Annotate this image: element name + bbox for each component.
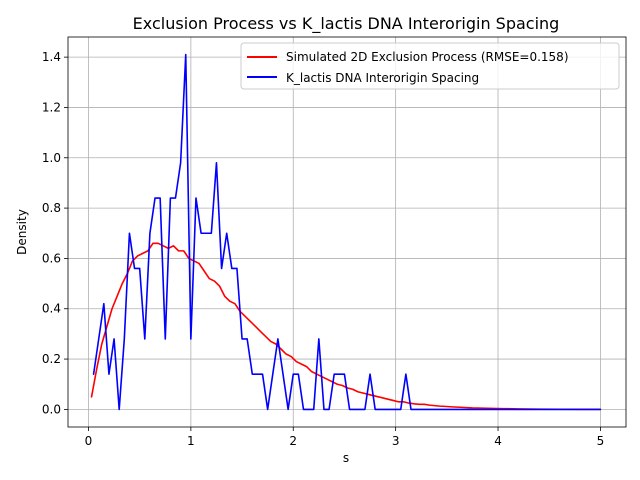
y-tick-label: 0.6 — [42, 251, 61, 265]
y-tick-label: 0.2 — [42, 352, 61, 366]
y-tick-label: 0.4 — [42, 302, 61, 316]
legend-label-simulated: Simulated 2D Exclusion Process (RMSE=0.1… — [286, 50, 569, 64]
series-line-k-lactis — [92, 53, 602, 411]
x-tick-label: 1 — [187, 434, 195, 448]
y-tick-label: 1.2 — [42, 100, 61, 114]
y-axis-label: Density — [15, 209, 29, 255]
y-tick-label: 0.8 — [42, 201, 61, 215]
y-tick-label: 0.0 — [42, 402, 61, 416]
series-line-simulated — [90, 242, 602, 411]
x-axis-ticks: 0 1 2 3 4 5 — [85, 427, 605, 448]
x-tick-label: 5 — [597, 434, 605, 448]
legend-box — [240, 42, 620, 90]
y-tick-label: 1.0 — [42, 151, 61, 165]
x-tick-label: 2 — [289, 434, 297, 448]
legend: Simulated 2D Exclusion Process (RMSE=0.1… — [240, 42, 620, 90]
x-axis-label: s — [343, 451, 349, 465]
series-layer — [90, 53, 602, 411]
x-tick-label: 4 — [494, 434, 502, 448]
x-tick-label: 0 — [85, 434, 93, 448]
chart-title: Exclusion Process vs K_lactis DNA Intero… — [133, 14, 560, 34]
plot-frame — [67, 36, 627, 428]
legend-label-k-lactis: K_lactis DNA Interorigin Spacing — [286, 71, 479, 85]
y-tick-label: 1.4 — [42, 50, 61, 64]
x-tick-label: 3 — [392, 434, 400, 448]
y-axis-ticks: 0.0 0.2 0.4 0.6 0.8 1.0 1.2 1.4 — [42, 50, 68, 416]
